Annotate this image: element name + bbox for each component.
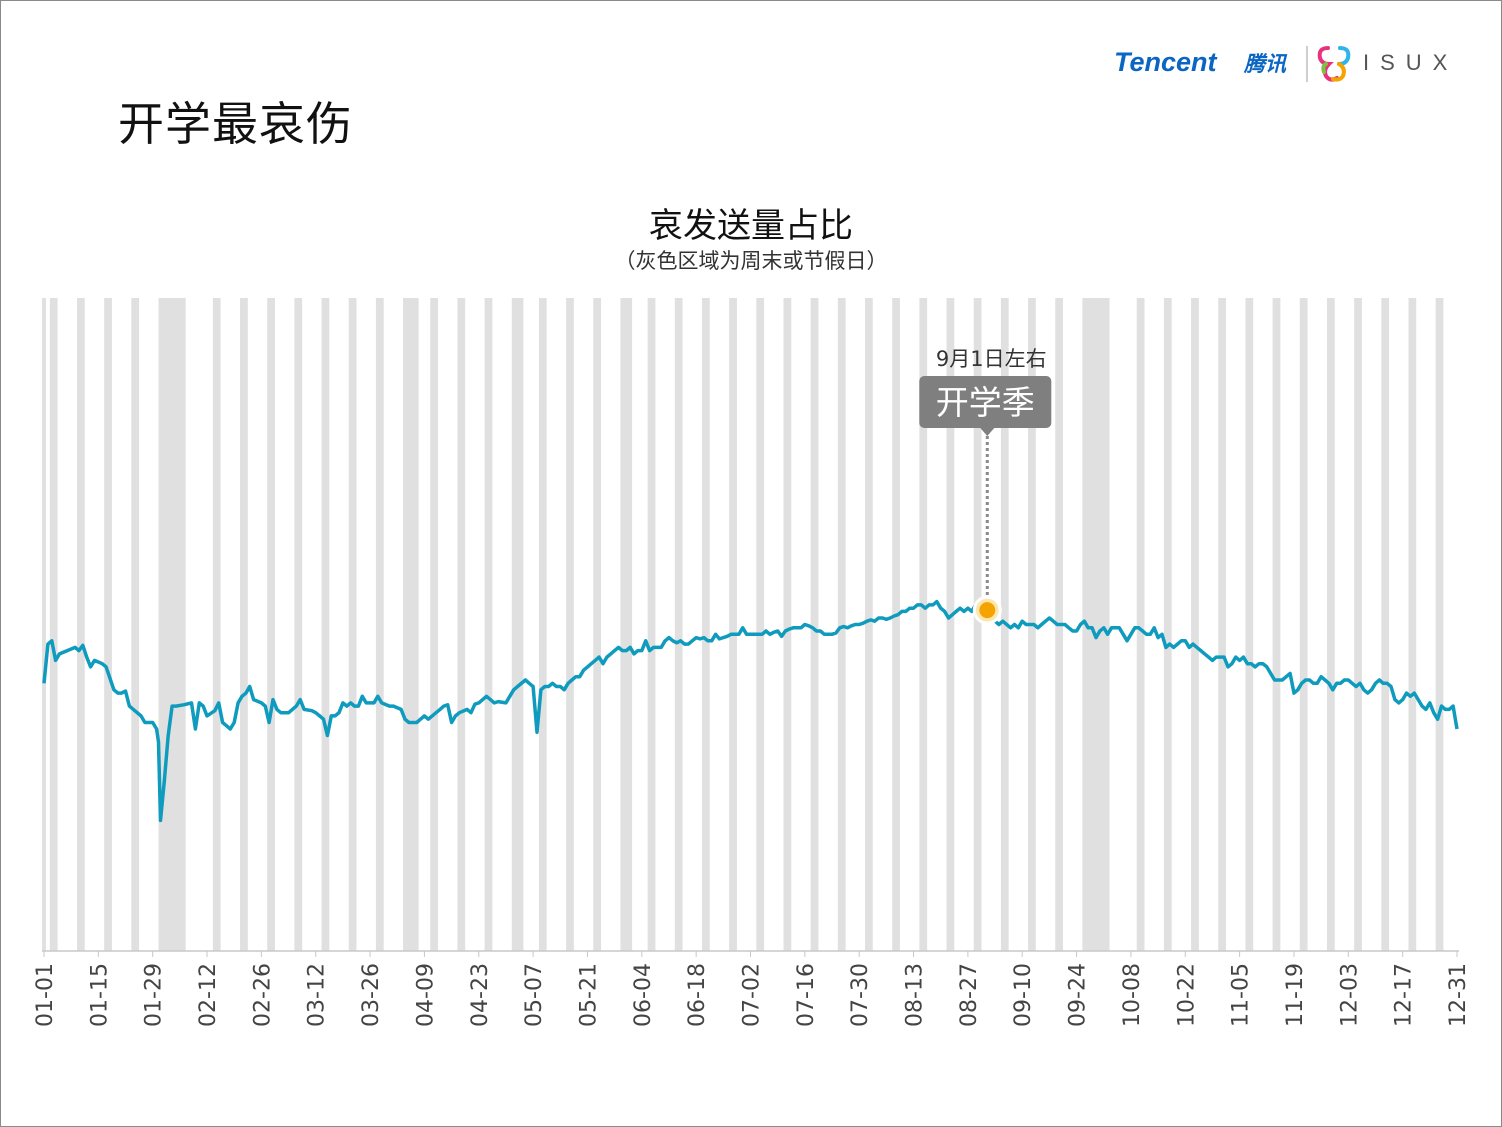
holiday-band	[348, 298, 357, 951]
x-tick-label: 02-12	[196, 963, 221, 1027]
tencent-logo-text: Tencent	[1114, 47, 1218, 77]
x-tick-label: 12-03	[1337, 963, 1362, 1027]
holiday-band	[919, 298, 928, 951]
holiday-band	[1326, 298, 1335, 951]
holiday-band	[1408, 298, 1417, 951]
holiday-band	[1435, 298, 1444, 951]
x-tick-label: 05-07	[522, 963, 547, 1027]
x-tick-label: 10-22	[1174, 963, 1199, 1027]
x-tick-label: 03-26	[359, 963, 384, 1027]
holiday-band	[403, 298, 419, 951]
x-tick-label: 09-24	[1066, 963, 1091, 1027]
holiday-band	[1136, 298, 1145, 951]
x-tick-label: 11-19	[1283, 963, 1308, 1027]
holiday-band	[321, 298, 330, 951]
annotation-note: 9月1日左右	[936, 347, 1047, 371]
annotation-pointer	[980, 428, 995, 436]
holiday-band	[674, 298, 683, 951]
holiday-band	[620, 298, 633, 951]
holiday-band	[538, 298, 547, 951]
holiday-band	[593, 298, 602, 951]
x-tick-label: 04-23	[468, 963, 493, 1027]
holiday-band	[511, 298, 524, 951]
x-tick-label: 06-18	[685, 963, 710, 1027]
x-tick-label: 10-08	[1120, 963, 1145, 1027]
holiday-band	[76, 298, 85, 951]
x-tick-label: 11-05	[1229, 963, 1254, 1027]
holiday-band	[783, 298, 792, 951]
chart-subtitle: （灰色区域为周末或节假日）	[614, 249, 888, 273]
x-tick-label: 09-10	[1011, 963, 1036, 1027]
holiday-band	[1218, 298, 1227, 951]
tencent-logo-cn: 腾讯	[1243, 52, 1288, 76]
holiday-band	[267, 298, 275, 951]
holiday-band	[892, 298, 900, 951]
page-title: 开学最哀伤	[118, 97, 353, 151]
x-tick-label: 01-15	[87, 963, 112, 1027]
annotation-label: 开学季	[936, 383, 1035, 422]
holiday-band	[1381, 298, 1390, 951]
holiday-band	[756, 298, 765, 951]
series-line	[42, 599, 1459, 823]
x-tick-label: 08-13	[903, 963, 928, 1027]
x-tick-label: 03-12	[305, 963, 330, 1027]
holiday-band	[837, 298, 846, 951]
annotation: 开学季 9月1日左右	[919, 347, 1052, 625]
x-tick-label: 07-16	[794, 963, 819, 1027]
holiday-band	[566, 298, 574, 951]
holiday-band	[49, 298, 58, 951]
holiday-band	[212, 298, 221, 951]
holiday-band	[294, 298, 303, 951]
x-tick-label: 07-30	[848, 963, 873, 1027]
holiday-band	[973, 298, 982, 951]
x-tick-label: 04-09	[413, 963, 438, 1027]
holiday-band	[865, 298, 873, 951]
holiday-band	[1354, 298, 1362, 951]
holiday-band	[1299, 298, 1308, 951]
holiday-band	[1245, 298, 1254, 951]
annotation-marker	[979, 602, 996, 619]
holiday-band	[1163, 298, 1172, 951]
holiday-band	[1272, 298, 1281, 951]
x-tick-label: 12-17	[1392, 963, 1417, 1027]
holiday-bands	[42, 298, 1444, 951]
holiday-band	[42, 298, 46, 951]
x-tick-label: 02-26	[250, 963, 275, 1027]
x-tick-label: 12-31	[1446, 963, 1471, 1027]
chart-title: 哀发送量占比	[649, 206, 853, 246]
holiday-band	[375, 298, 384, 951]
holiday-band	[701, 298, 710, 951]
holiday-band	[457, 298, 466, 951]
holiday-band	[810, 298, 819, 951]
x-tick-label: 06-04	[631, 963, 656, 1027]
isux-logo-icon	[1317, 46, 1351, 82]
holiday-band	[729, 298, 737, 951]
annotation-box	[919, 376, 1052, 428]
holiday-band	[946, 298, 955, 951]
logo: Tencent 腾讯 ISUX	[1114, 46, 1458, 82]
holiday-band	[240, 298, 248, 951]
x-tick-label: 05-21	[576, 963, 601, 1027]
x-tick-label: 08-27	[957, 963, 982, 1027]
holiday-band	[647, 298, 656, 951]
x-tick-label: 01-01	[33, 963, 58, 1027]
holiday-band	[1191, 298, 1199, 951]
x-ticks: 01-01 01-15 01-29 02-12 02-26 03-12 03-26 04-09…	[33, 951, 1471, 1027]
holiday-band	[158, 298, 186, 951]
holiday-band	[104, 298, 112, 951]
isux-logo-text: ISUX	[1363, 50, 1458, 75]
holiday-band	[484, 298, 493, 951]
holiday-band	[131, 298, 140, 951]
x-tick-label: 07-02	[740, 963, 765, 1027]
x-tick-label: 01-29	[142, 963, 167, 1027]
holiday-band	[430, 298, 439, 951]
